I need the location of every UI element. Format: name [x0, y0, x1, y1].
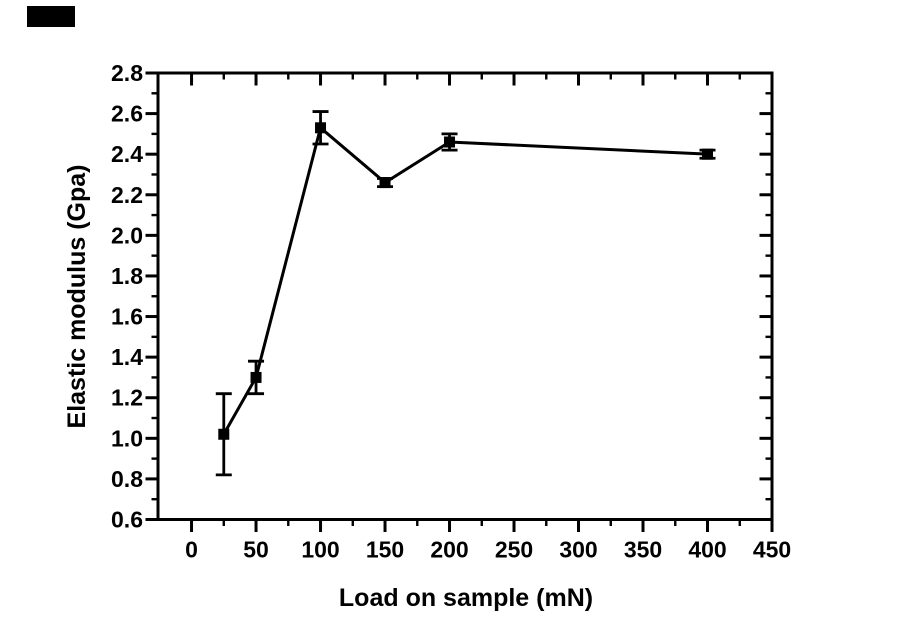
x-tick-label: 50 [243, 537, 269, 563]
x-tick-label: 250 [495, 537, 533, 563]
y-tick-label: 1.8 [111, 263, 143, 289]
x-tick-label: 400 [688, 537, 726, 563]
tick-labels: 0 50 100 150 200 250 300 350 400 450 0.6 0.8 1.0 1.2 1… [111, 60, 791, 563]
y-tick-label: 0.6 [111, 507, 143, 533]
data-point-marker [218, 428, 230, 440]
x-tick-label: 0 [185, 537, 198, 563]
x-tick-label: 200 [430, 537, 468, 563]
y-tick-label: 2.4 [111, 141, 143, 167]
y-tick-label: 1.6 [111, 304, 143, 330]
x-tick-label: 300 [559, 537, 597, 563]
y-tick-label: 2.0 [111, 222, 143, 248]
x-tick-label: 150 [366, 537, 404, 563]
scan-artifact-mark [27, 6, 75, 27]
x-tick-label: 100 [301, 537, 339, 563]
y-tick-label: 0.8 [111, 466, 143, 492]
x-tick-label: 450 [753, 537, 791, 563]
data-point-marker [250, 371, 262, 383]
data-line [222, 125, 708, 435]
x-tick-label: 350 [624, 537, 662, 563]
data-point-marker [702, 148, 714, 160]
data-series [215, 110, 716, 477]
y-axis-title: Elastic modulus (Gpa) [63, 165, 91, 429]
y-tick-label: 1.0 [111, 425, 143, 451]
plot-frame [156, 71, 774, 521]
y-tick-label: 2.6 [111, 101, 143, 127]
y-tick-label: 1.2 [111, 385, 143, 411]
plot-area: 0 50 100 150 200 250 300 350 400 450 0.6 0.8 1.0 1.2 1… [111, 60, 791, 563]
data-point-marker [444, 136, 456, 148]
data-point-marker [379, 177, 391, 189]
y-tick-label: 2.2 [111, 182, 143, 208]
y-tick-label: 2.8 [111, 60, 143, 86]
x-axis-title: Load on sample (mN) [339, 584, 593, 612]
y-tick-label: 1.4 [111, 344, 143, 370]
data-point-marker [315, 122, 327, 134]
